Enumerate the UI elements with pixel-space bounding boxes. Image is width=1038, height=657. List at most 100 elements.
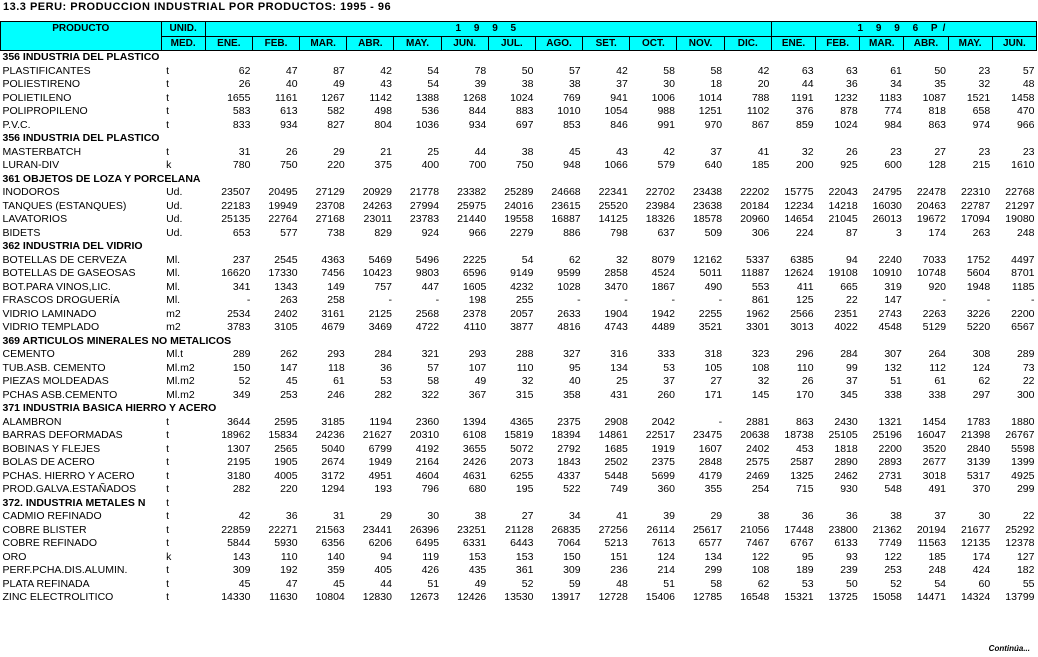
value-cell: 21778 [409,186,440,198]
value-cell: 57 [568,64,581,77]
section-title: 362 INDUSTRIA DEL VIDRIO [2,240,143,252]
value-cell: 447 [421,280,440,293]
value-cell: 984 [884,118,902,131]
value-cell: 1458 [1011,91,1035,104]
value-cell: 3469 [368,321,392,333]
value-cell: 50 [934,64,947,77]
value-cell: 12830 [362,591,392,603]
value-cell: 23 [978,64,991,77]
month-header-1996: JUN. [991,35,1038,51]
value-cell: 128 [928,159,947,171]
value-cell: 60 [978,577,991,590]
value-cell: 200 [796,159,814,171]
product-name: COBRE REFINADO [2,537,98,549]
value-cell: 355 [704,483,723,495]
product-name: PLATA REFINADA [2,577,90,590]
value-cell: 19108 [828,267,858,279]
unit-header-top: UNID. [160,21,206,37]
value-cell: 284 [840,348,858,360]
value-cell: 738 [327,226,345,239]
value-cell: 4524 [651,267,675,279]
value-cell: 23638 [692,199,723,212]
value-cell: 934 [468,118,487,131]
value-cell: 34 [568,510,581,522]
value-cell: 37 [710,145,723,158]
value-cell: 300 [1016,388,1035,401]
value-cell: 23475 [692,429,723,441]
value-cell: 4005 [274,469,298,482]
product-name: PCHAS. HIERRO Y ACERO [2,469,135,482]
value-cell: 1006 [651,91,675,104]
value-cell: 6356 [321,537,345,549]
value-cell: 1087 [922,91,947,104]
value-cell: 50 [846,577,858,590]
value-cell: 299 [704,564,723,576]
value-cell: 37 [616,78,628,90]
unit-cell: t [166,442,170,455]
value-cell: 23 [978,145,991,158]
production-table: PRODUCTO UNID. 1 9 9 5 1 9 9 6 P/ MED. E… [0,21,1038,605]
value-cell: 36 [801,510,814,522]
month-header-1995: JUL. [487,35,536,51]
value-cell: 4365 [510,415,534,428]
table-row: PLASTIFICANTES t 62 47 87 42 54 78 50 57 42 58 58 42 6… [1,65,1037,79]
section-unit: t [166,496,170,509]
value-cell: 62 [757,577,770,590]
table-row: PCHAS. HIERRO Y ACERO t 3180 4005 3172 4951 46… [1,470,1037,484]
value-cell: 14861 [598,429,628,441]
value-cell: 925 [840,159,858,171]
value-cell: 119 [422,550,440,563]
value-cell: 1183 [879,91,902,104]
value-cell: 21056 [740,523,770,536]
table-row: BOT.PARA VINOS,LIC. Ml. 341 1343 149 757 447 16… [1,281,1037,295]
value-cell: 254 [751,483,770,495]
value-cell: 31 [333,510,345,522]
table-row: BOTELLAS DE CERVEZA Ml. 237 2545 4363 5469 549… [1,254,1037,268]
section-row: 361 OBJETOS DE LOZA Y PORCELANA [1,173,1037,187]
month-header-1996: MAY. [947,35,993,51]
product-name: ZINC ELECTROLITICO [2,591,114,603]
value-cell: 3226 [966,307,991,320]
month-header-1995: AGO. [534,35,584,51]
table-row: BOLAS DE ACERO t 2195 1905 2674 1949 2164 2426 2… [1,456,1037,470]
value-cell: 26835 [551,523,581,536]
value-cell: 316 [610,348,628,360]
value-cell: 23783 [409,213,440,225]
value-cell: 1321 [878,415,902,428]
value-cell: 59 [568,577,581,590]
value-cell: 24016 [504,199,534,212]
value-cell: 11887 [740,267,770,279]
unit-cell: t [166,483,170,495]
value-cell: 94 [846,253,858,266]
value-cell: 1818 [834,442,858,455]
value-cell: 27256 [598,523,628,536]
value-cell: 87 [333,64,345,77]
value-cell: 27994 [409,199,440,212]
value-cell: 32 [521,375,534,387]
value-cell: 536 [421,105,440,117]
value-cell: 490 [704,280,723,293]
value-cell: 2575 [746,456,770,468]
value-cell: 264 [928,348,947,360]
value-cell: - [388,294,392,306]
value-cell: 12162 [692,253,723,266]
value-cell: 35 [934,78,947,90]
value-cell: 2402 [746,442,770,455]
value-cell: 12785 [692,591,723,603]
value-cell: 7613 [651,537,675,549]
value-cell: 140 [327,550,345,563]
value-cell: 26 [238,78,251,90]
value-cell: 3783 [227,321,251,333]
value-cell: 5604 [966,267,991,279]
value-cell: 2674 [321,456,345,468]
value-cell: 253 [280,388,298,401]
value-cell: 1605 [462,280,487,293]
value-cell: 2263 [922,307,947,320]
value-cell: 2462 [834,469,858,482]
value-cell: 833 [232,118,251,131]
value-cell: 29 [710,510,723,522]
value-cell: 21 [380,145,392,158]
value-cell: 192 [280,564,298,576]
value-cell: 20638 [740,429,770,441]
value-cell: 282 [232,483,251,495]
